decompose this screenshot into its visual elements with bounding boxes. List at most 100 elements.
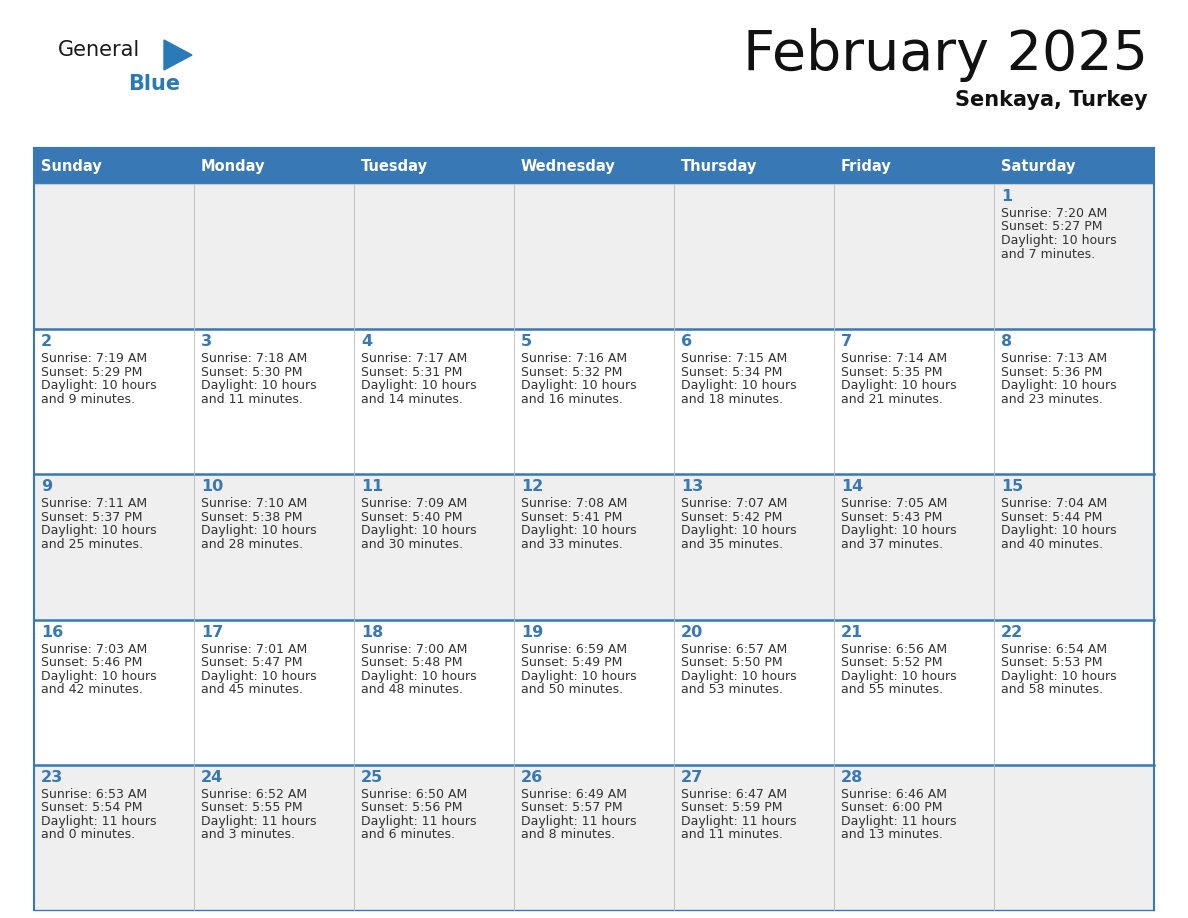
Text: 15: 15 [1001,479,1023,495]
Text: Senkaya, Turkey: Senkaya, Turkey [955,90,1148,110]
Text: and 18 minutes.: and 18 minutes. [681,393,783,406]
Text: Daylight: 10 hours: Daylight: 10 hours [681,524,797,537]
Text: Sunrise: 7:01 AM: Sunrise: 7:01 AM [201,643,308,655]
Text: Sunrise: 7:03 AM: Sunrise: 7:03 AM [42,643,147,655]
Bar [514,330,674,475]
Text: Sunset: 5:41 PM: Sunset: 5:41 PM [522,511,623,524]
Bar [34,184,194,330]
Text: Sunset: 5:27 PM: Sunset: 5:27 PM [1001,220,1102,233]
Text: Sunrise: 7:17 AM: Sunrise: 7:17 AM [361,353,467,365]
Text: Sunset: 5:49 PM: Sunset: 5:49 PM [522,656,623,669]
Bar [354,184,514,330]
Text: Sunset: 5:56 PM: Sunset: 5:56 PM [361,801,462,814]
Text: Blue: Blue [128,74,181,94]
Text: Sunset: 5:30 PM: Sunset: 5:30 PM [201,365,303,379]
Text: 5: 5 [522,334,532,349]
Text: Sunset: 5:40 PM: Sunset: 5:40 PM [361,511,462,524]
Text: and 11 minutes.: and 11 minutes. [681,828,783,841]
Text: Sunset: 5:36 PM: Sunset: 5:36 PM [1001,365,1102,379]
Text: and 9 minutes.: and 9 minutes. [42,393,135,406]
Text: Sunrise: 6:46 AM: Sunrise: 6:46 AM [841,788,947,800]
Text: Tuesday: Tuesday [361,159,428,174]
Text: Sunrise: 6:54 AM: Sunrise: 6:54 AM [1001,643,1107,655]
Bar [194,148,354,184]
Text: Daylight: 11 hours: Daylight: 11 hours [681,815,796,828]
Text: and 25 minutes.: and 25 minutes. [42,538,143,551]
Text: and 53 minutes.: and 53 minutes. [681,683,783,696]
Text: Sunrise: 6:50 AM: Sunrise: 6:50 AM [361,788,467,800]
Bar [994,148,1154,184]
Text: and 0 minutes.: and 0 minutes. [42,828,135,841]
Bar [514,765,674,910]
Text: 24: 24 [201,770,223,785]
Text: Sunrise: 7:14 AM: Sunrise: 7:14 AM [841,353,947,365]
Polygon shape [164,40,192,70]
Text: Daylight: 10 hours: Daylight: 10 hours [841,379,956,392]
Text: Sunrise: 7:18 AM: Sunrise: 7:18 AM [201,353,308,365]
Text: and 21 minutes.: and 21 minutes. [841,393,943,406]
Bar [994,765,1154,910]
Text: and 14 minutes.: and 14 minutes. [361,393,463,406]
Bar [194,475,354,620]
Text: Daylight: 10 hours: Daylight: 10 hours [42,379,157,392]
Bar [194,184,354,330]
Bar [994,475,1154,620]
Text: Sunset: 6:00 PM: Sunset: 6:00 PM [841,801,942,814]
Text: 10: 10 [201,479,223,495]
Text: Daylight: 10 hours: Daylight: 10 hours [841,524,956,537]
Text: 25: 25 [361,770,384,785]
Text: 16: 16 [42,624,63,640]
Text: 13: 13 [681,479,703,495]
Text: 7: 7 [841,334,852,349]
Text: and 50 minutes.: and 50 minutes. [522,683,624,696]
Text: Sunrise: 6:59 AM: Sunrise: 6:59 AM [522,643,627,655]
Text: Sunset: 5:53 PM: Sunset: 5:53 PM [1001,656,1102,669]
Text: Sunset: 5:37 PM: Sunset: 5:37 PM [42,511,143,524]
Bar [34,475,194,620]
Text: and 3 minutes.: and 3 minutes. [201,828,295,841]
Bar [514,148,674,184]
Text: Sunrise: 6:56 AM: Sunrise: 6:56 AM [841,643,947,655]
Bar [194,330,354,475]
Text: Sunrise: 7:16 AM: Sunrise: 7:16 AM [522,353,627,365]
Bar [674,184,834,330]
Bar [34,330,194,475]
Bar [34,765,194,910]
Text: Sunset: 5:47 PM: Sunset: 5:47 PM [201,656,303,669]
Text: Sunrise: 7:09 AM: Sunrise: 7:09 AM [361,498,467,510]
Bar [354,330,514,475]
Text: February 2025: February 2025 [742,28,1148,82]
Text: 28: 28 [841,770,864,785]
Bar [194,765,354,910]
Text: Sunrise: 7:20 AM: Sunrise: 7:20 AM [1001,207,1107,220]
Text: 6: 6 [681,334,693,349]
Text: 21: 21 [841,624,864,640]
Text: Daylight: 10 hours: Daylight: 10 hours [42,524,157,537]
Text: 23: 23 [42,770,63,785]
Bar [354,765,514,910]
Bar [994,184,1154,330]
Text: and 37 minutes.: and 37 minutes. [841,538,943,551]
Text: Sunset: 5:38 PM: Sunset: 5:38 PM [201,511,303,524]
Text: and 42 minutes.: and 42 minutes. [42,683,143,696]
Text: Daylight: 11 hours: Daylight: 11 hours [361,815,476,828]
Text: Sunrise: 7:08 AM: Sunrise: 7:08 AM [522,498,627,510]
Text: Monday: Monday [201,159,265,174]
Text: 9: 9 [42,479,52,495]
Text: Sunrise: 7:11 AM: Sunrise: 7:11 AM [42,498,147,510]
Text: 3: 3 [201,334,213,349]
Text: Sunset: 5:31 PM: Sunset: 5:31 PM [361,365,462,379]
Text: Daylight: 10 hours: Daylight: 10 hours [681,669,797,683]
Text: and 58 minutes.: and 58 minutes. [1001,683,1104,696]
Text: Sunrise: 7:10 AM: Sunrise: 7:10 AM [201,498,308,510]
Text: Daylight: 11 hours: Daylight: 11 hours [42,815,157,828]
Bar [34,620,194,765]
Text: 22: 22 [1001,624,1023,640]
Text: Sunset: 5:55 PM: Sunset: 5:55 PM [201,801,303,814]
Text: 17: 17 [201,624,223,640]
Text: Sunset: 5:46 PM: Sunset: 5:46 PM [42,656,143,669]
Bar [514,184,674,330]
Text: Daylight: 10 hours: Daylight: 10 hours [42,669,157,683]
Text: Daylight: 10 hours: Daylight: 10 hours [1001,234,1117,247]
Text: Sunset: 5:54 PM: Sunset: 5:54 PM [42,801,143,814]
